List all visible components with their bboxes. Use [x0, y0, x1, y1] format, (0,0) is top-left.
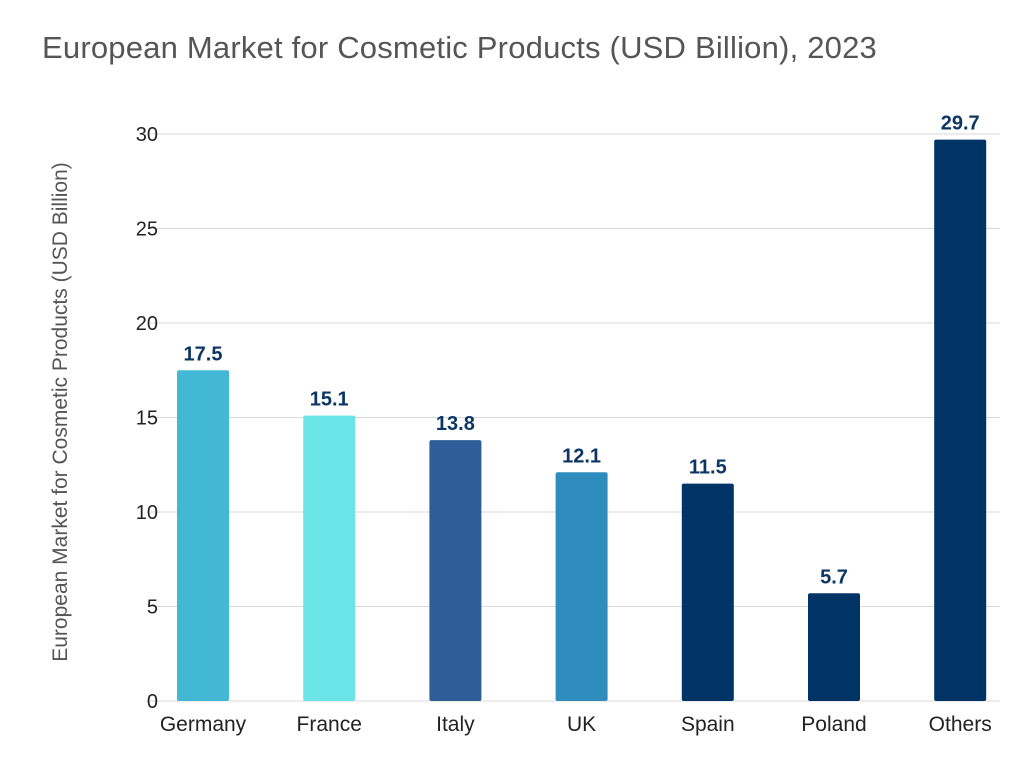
data-labels: 17.5 15.1 13.8 12.1 11.5 5.7 29.7	[184, 113, 980, 589]
data-label-france: 15.1	[310, 389, 349, 411]
y-axis-label: European Market for Cosmetic Products (U…	[49, 162, 72, 662]
bars	[177, 139, 987, 702]
data-label-spain: 11.5	[689, 457, 727, 479]
bar-germany	[177, 370, 229, 701]
y-tick-label: 5	[147, 597, 158, 619]
x-tick-label-others: Others	[929, 713, 992, 736]
y-tick-label: 20	[136, 313, 158, 335]
y-tick-label: 25	[136, 219, 158, 241]
chart-title: European Market for Cosmetic Products (U…	[42, 30, 877, 65]
x-tick-label-uk: UK	[567, 713, 596, 736]
bar-uk	[555, 472, 608, 701]
x-axis-ticks: Germany France Italy UK Spain Poland Others	[160, 713, 992, 736]
y-tick-label: 30	[136, 124, 158, 146]
x-tick-label-spain: Spain	[681, 713, 735, 736]
x-tick-label-poland: Poland	[801, 713, 866, 736]
data-label-poland: 5.7	[820, 566, 848, 588]
data-label-italy: 13.8	[436, 413, 475, 435]
bar-spain	[681, 483, 734, 701]
x-tick-label-germany: Germany	[160, 713, 247, 736]
data-label-uk: 12.1	[562, 445, 601, 467]
bar-france	[303, 415, 356, 701]
bar-poland	[808, 593, 860, 701]
y-axis-ticks: 0 5 10 15 20 25 30	[136, 124, 158, 713]
x-tick-label-france: France	[297, 713, 362, 736]
x-tick-label-italy: Italy	[436, 713, 475, 736]
y-tick-label: 0	[147, 691, 158, 713]
bar-others	[934, 139, 987, 702]
y-tick-label: 10	[136, 502, 158, 524]
bar-italy	[429, 440, 482, 701]
data-label-germany: 17.5	[184, 343, 223, 365]
data-label-others: 29.7	[941, 113, 980, 135]
y-tick-label: 15	[136, 408, 158, 430]
